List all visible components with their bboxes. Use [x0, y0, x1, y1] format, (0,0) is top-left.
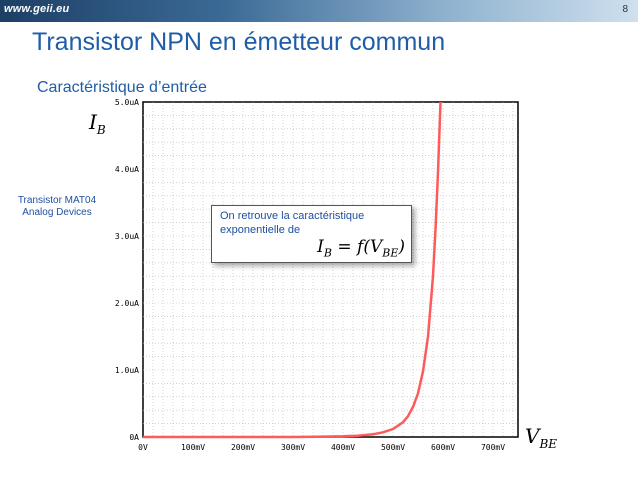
x-tick-label: 100mV: [181, 443, 205, 452]
y-tick-label: 5.0uA: [115, 98, 139, 107]
x-axis-label: VBE: [525, 424, 558, 451]
annotation-callout: On retrouve la caractéristique exponenti…: [211, 205, 412, 263]
y-tick-label: 4.0uA: [115, 165, 139, 174]
tick-label-layer: 0V 100mV 200mV 300mV 400mV 500mV 600mV 700mV 0A 1…: [115, 98, 505, 452]
callout-text: On retrouve la caractéristique exponenti…: [220, 209, 410, 237]
x-tick-label: 600mV: [431, 443, 455, 452]
callout-formula: IB = f(VBE): [317, 236, 405, 259]
x-tick-label: 400mV: [331, 443, 355, 452]
slide-subtitle: Caractéristique d’entrée: [37, 79, 207, 96]
device-note-line2: Analog Devices: [22, 207, 92, 218]
x-tick-label: 0V: [138, 443, 148, 452]
curve-layer: [143, 101, 442, 439]
grid-layer: [143, 102, 518, 437]
y-tick-label: 0A: [129, 433, 139, 442]
y-tick-label: 1.0uA: [115, 366, 139, 375]
y-tick-label: 3.0uA: [115, 232, 139, 241]
x-tick-label: 200mV: [231, 443, 255, 452]
ib-curve-line: [143, 101, 442, 439]
y-axis-label: IB: [89, 110, 106, 137]
y-tick-label: 2.0uA: [115, 299, 139, 308]
slide-title: Transistor NPN en émetteur commun: [32, 28, 446, 56]
device-note-line1: Transistor MAT04: [17, 195, 97, 206]
x-tick-label: 300mV: [281, 443, 305, 452]
x-tick-label: 500mV: [381, 443, 405, 452]
page-number: 8: [622, 4, 628, 15]
plot-area: [142, 101, 519, 438]
callout-line1: On retrouve la caractéristique: [220, 210, 365, 222]
site-logo: www.geii.eu: [4, 3, 70, 15]
callout-line2: exponentielle de: [220, 224, 301, 236]
device-note: Transistor MAT04 Analog Devices: [2, 195, 112, 219]
x-tick-label: 700mV: [481, 443, 505, 452]
header-banner: www.geii.eu: [0, 0, 638, 22]
